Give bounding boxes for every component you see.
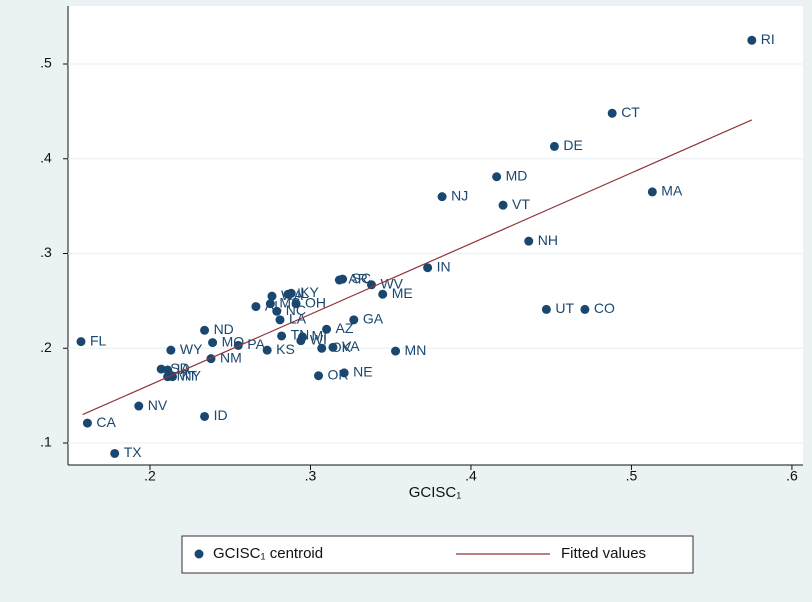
point: [200, 411, 210, 421]
point-label: IL: [297, 285, 309, 301]
point-label: KS: [276, 341, 295, 357]
point: [549, 141, 559, 151]
point-label: LA: [289, 311, 307, 327]
point-label: ME: [392, 285, 413, 301]
legend-marker: [194, 549, 204, 559]
y-tick-label: .3: [40, 244, 52, 260]
fitted-line: [82, 119, 753, 416]
point: [262, 345, 272, 355]
point: [200, 325, 210, 335]
point: [265, 299, 275, 309]
point-label: AZ: [336, 320, 354, 336]
point-label: MN: [405, 342, 427, 358]
point-label: ID: [214, 407, 228, 423]
plot-area: [68, 6, 803, 465]
legend: [181, 535, 694, 574]
point-label: DE: [563, 137, 582, 153]
y-tick-label: .1: [40, 434, 52, 450]
point-label: VA: [342, 338, 360, 354]
point-label: CT: [621, 104, 640, 120]
point: [378, 289, 388, 299]
point-label: VT: [512, 196, 530, 212]
y-tick-label: .2: [40, 339, 52, 355]
point: [296, 336, 306, 346]
point-label: MD: [506, 167, 528, 183]
point-label: KY: [300, 284, 319, 300]
point-label: NE: [353, 364, 372, 380]
point: [272, 306, 282, 316]
point: [338, 274, 348, 284]
point-label: WY: [180, 341, 203, 357]
point-label: FL: [90, 332, 107, 348]
point-label: NY: [181, 367, 201, 383]
point: [110, 448, 120, 458]
point: [267, 291, 277, 301]
point-label: NM: [220, 349, 242, 365]
x-tick-label: .2: [144, 468, 156, 484]
point-label: NV: [148, 397, 168, 413]
point-label: NC: [286, 302, 306, 318]
point-label: IN: [437, 258, 451, 274]
point: [314, 371, 324, 381]
x-tick-label: .5: [626, 468, 638, 484]
point: [747, 35, 757, 45]
point: [328, 342, 338, 352]
x-tick-label: .4: [465, 468, 477, 484]
x-tick-label: .6: [786, 468, 798, 484]
point: [423, 263, 433, 273]
point: [339, 368, 349, 378]
point-label: NJ: [451, 187, 468, 203]
point: [647, 187, 657, 197]
point: [492, 172, 502, 182]
point-label: SD: [170, 360, 189, 376]
point-label: NH: [538, 232, 558, 248]
point: [208, 338, 218, 348]
point: [251, 302, 261, 312]
point: [134, 401, 144, 411]
point-label: WI: [310, 331, 327, 347]
point: [541, 304, 551, 314]
point: [317, 343, 327, 353]
point: [607, 108, 617, 118]
point: [76, 337, 86, 347]
point: [498, 200, 508, 210]
point-label: MA: [661, 183, 683, 199]
point: [166, 345, 176, 355]
point: [580, 304, 590, 314]
point-label: ND: [214, 321, 234, 337]
point: [349, 315, 359, 325]
point-label: TX: [124, 444, 143, 460]
point: [82, 418, 92, 428]
point: [275, 315, 285, 325]
y-tick-label: .5: [40, 55, 52, 71]
point: [322, 324, 332, 334]
point-label: RI: [761, 31, 775, 47]
point-label: WV: [380, 275, 403, 291]
point-label: AR: [348, 271, 367, 287]
point: [277, 331, 287, 341]
x-axis-title: GCISC₁: [409, 484, 462, 501]
point: [524, 236, 534, 246]
legend-label: Fitted values: [561, 545, 646, 562]
point: [391, 346, 401, 356]
legend-label: GCISC₁ centroid: [213, 545, 323, 562]
point-label: SC: [352, 270, 371, 286]
point: [286, 288, 296, 298]
point-label: IA: [177, 361, 191, 377]
point-label: CO: [594, 300, 615, 316]
point-label: GA: [363, 311, 384, 327]
point: [437, 192, 447, 202]
point-label: UT: [555, 300, 574, 316]
point-label: OK: [331, 339, 352, 355]
point-label: CA: [96, 414, 116, 430]
y-tick-label: .4: [40, 149, 52, 165]
x-tick-label: .3: [305, 468, 317, 484]
point: [163, 365, 173, 375]
point: [291, 299, 301, 309]
point-label: OH: [305, 294, 326, 310]
